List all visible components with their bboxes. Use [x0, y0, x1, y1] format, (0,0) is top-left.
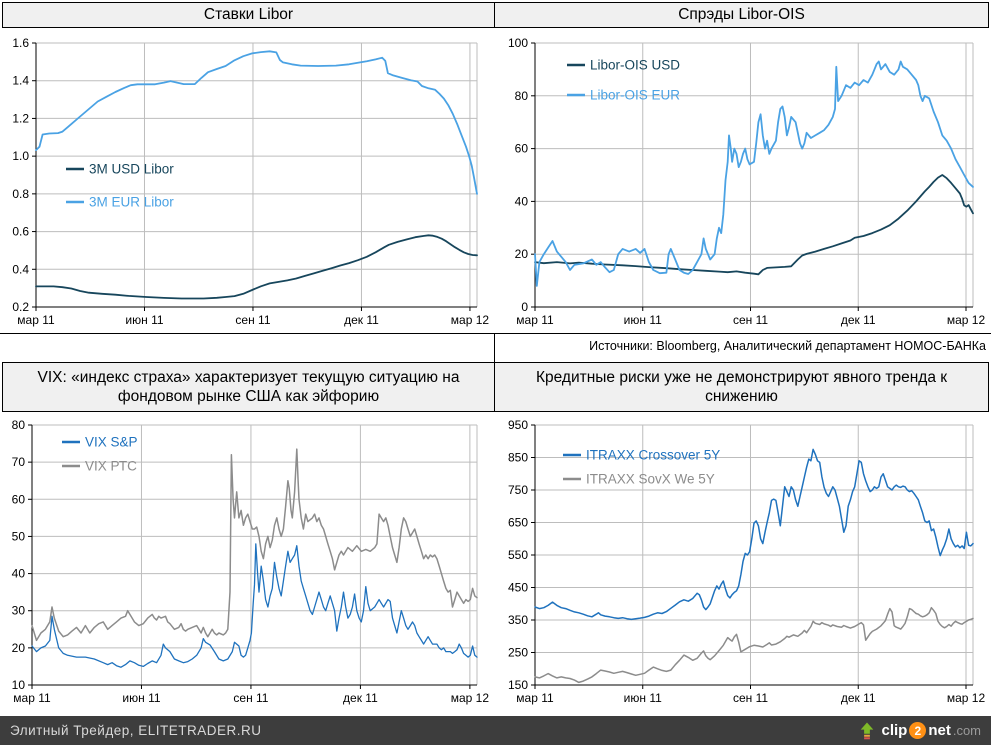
svg-text:мар 11: мар 11: [13, 691, 51, 705]
svg-text:0.8: 0.8: [12, 187, 29, 201]
svg-text:80: 80: [515, 89, 529, 103]
upload-arrow-icon: [861, 721, 874, 739]
svg-text:июн 11: июн 11: [125, 313, 163, 327]
svg-text:1.2: 1.2: [12, 111, 29, 125]
svg-text:1.6: 1.6: [12, 36, 29, 50]
clip2net-logo-link[interactable]: clip 2 net .com: [858, 721, 981, 740]
svg-text:50: 50: [12, 529, 26, 543]
svg-text:сен 11: сен 11: [233, 691, 268, 705]
svg-text:150: 150: [508, 678, 528, 692]
svg-text:850: 850: [508, 451, 528, 465]
logo-text-clip: clip: [881, 722, 908, 739]
svg-text:950: 950: [508, 418, 528, 432]
svg-text:350: 350: [508, 613, 528, 627]
svg-text:Libor-OIS USD: Libor-OIS USD: [590, 58, 680, 73]
svg-text:июн 11: июн 11: [624, 313, 662, 327]
logo-badge-2: 2: [909, 722, 927, 739]
logo-text-net: net: [928, 722, 951, 739]
svg-text:VIX S&P: VIX S&P: [85, 435, 138, 450]
chart-title-vix: VIX: «индекс страха» характеризует текущ…: [2, 362, 495, 412]
column-divider: [494, 333, 495, 362]
svg-text:250: 250: [508, 646, 528, 660]
chart-title-text: Ставки Libor: [203, 6, 294, 24]
svg-text:сен 11: сен 11: [235, 313, 270, 327]
svg-text:70: 70: [12, 455, 26, 469]
svg-text:0: 0: [521, 300, 528, 314]
svg-text:80: 80: [12, 418, 26, 432]
svg-text:40: 40: [515, 194, 529, 208]
svg-text:0.6: 0.6: [12, 225, 29, 239]
svg-text:VIX РТС: VIX РТС: [85, 459, 137, 474]
svg-text:сен 11: сен 11: [733, 313, 768, 327]
footer-bar: Элитный Трейдер, ELITETRADER.RU clip 2 n…: [0, 716, 991, 745]
svg-text:1.0: 1.0: [12, 149, 29, 163]
svg-text:0.2: 0.2: [12, 300, 29, 314]
svg-text:0.4: 0.4: [12, 262, 29, 276]
chart-title-text: Кредитные риски уже не демонстрируют явн…: [535, 368, 948, 405]
section-divider: [0, 333, 991, 334]
svg-text:мар 12: мар 12: [451, 691, 490, 705]
svg-text:мар 12: мар 12: [451, 313, 490, 327]
svg-text:Libor-OIS EUR: Libor-OIS EUR: [590, 88, 680, 103]
svg-text:1.4: 1.4: [12, 74, 29, 88]
chart-title-text: VIX: «индекс страха» характеризует текущ…: [37, 368, 460, 405]
svg-text:20: 20: [12, 641, 26, 655]
svg-text:100: 100: [508, 36, 528, 50]
svg-text:дек 11: дек 11: [344, 313, 379, 327]
svg-text:10: 10: [12, 678, 26, 692]
chart-title-libor-rates: Ставки Libor: [2, 2, 495, 28]
logo-text-com: .com: [952, 723, 981, 738]
itraxx-chart: 150 250 350 450 550 650 750 850 950 мар 11 июн 11 с…: [497, 415, 989, 716]
chart-title-text: Спрэды Libor-OIS: [678, 6, 805, 24]
chart-title-libor-ois: Спрэды Libor-OIS: [494, 2, 989, 28]
svg-text:20: 20: [515, 247, 529, 261]
svg-text:дек 11: дек 11: [841, 691, 876, 705]
svg-text:ITRAXX SovX We 5Y: ITRAXX SovX We 5Y: [586, 472, 715, 487]
svg-text:30: 30: [12, 604, 26, 618]
svg-text:июн 11: июн 11: [624, 691, 662, 705]
svg-text:450: 450: [508, 581, 528, 595]
svg-text:мар 11: мар 11: [516, 313, 554, 327]
svg-text:мар 12: мар 12: [947, 691, 986, 705]
svg-text:550: 550: [508, 548, 528, 562]
svg-text:60: 60: [12, 492, 26, 506]
svg-text:июн 11: июн 11: [122, 691, 160, 705]
svg-text:40: 40: [12, 567, 26, 581]
svg-text:мар 11: мар 11: [516, 691, 554, 705]
svg-text:мар 11: мар 11: [17, 313, 55, 327]
svg-text:сен 11: сен 11: [733, 691, 768, 705]
libor-ois-chart: 0 20 40 60 80 100 мар 11 июн 11 сен 11 дек 11 мар …: [497, 33, 989, 338]
chart-title-itraxx: Кредитные риски уже не демонстрируют явн…: [494, 362, 989, 412]
svg-text:650: 650: [508, 516, 528, 530]
svg-text:3M USD Libor: 3M USD Libor: [89, 162, 174, 177]
source-note: Источники: Bloomberg, Аналитический депа…: [589, 339, 986, 353]
svg-text:3M EUR Libor: 3M EUR Libor: [89, 195, 174, 210]
svg-text:дек 11: дек 11: [841, 313, 876, 327]
svg-text:дек 11: дек 11: [343, 691, 378, 705]
svg-text:мар 12: мар 12: [947, 313, 986, 327]
footer-credit-text: Элитный Трейдер, ELITETRADER.RU: [10, 723, 262, 738]
svg-text:ITRAXX Crossover 5Y: ITRAXX Crossover 5Y: [586, 448, 720, 463]
svg-text:750: 750: [508, 483, 528, 497]
libor-rates-chart: 0.2 0.4 0.6 0.8 1.0 1.2 1.4 1.6 мар 11 июн 11 сен …: [2, 33, 493, 338]
svg-text:60: 60: [515, 142, 529, 156]
vix-chart: 10 20 30 40 50 60 70 80 мар 11 июн 11 сен 11 дек 11…: [2, 415, 493, 716]
